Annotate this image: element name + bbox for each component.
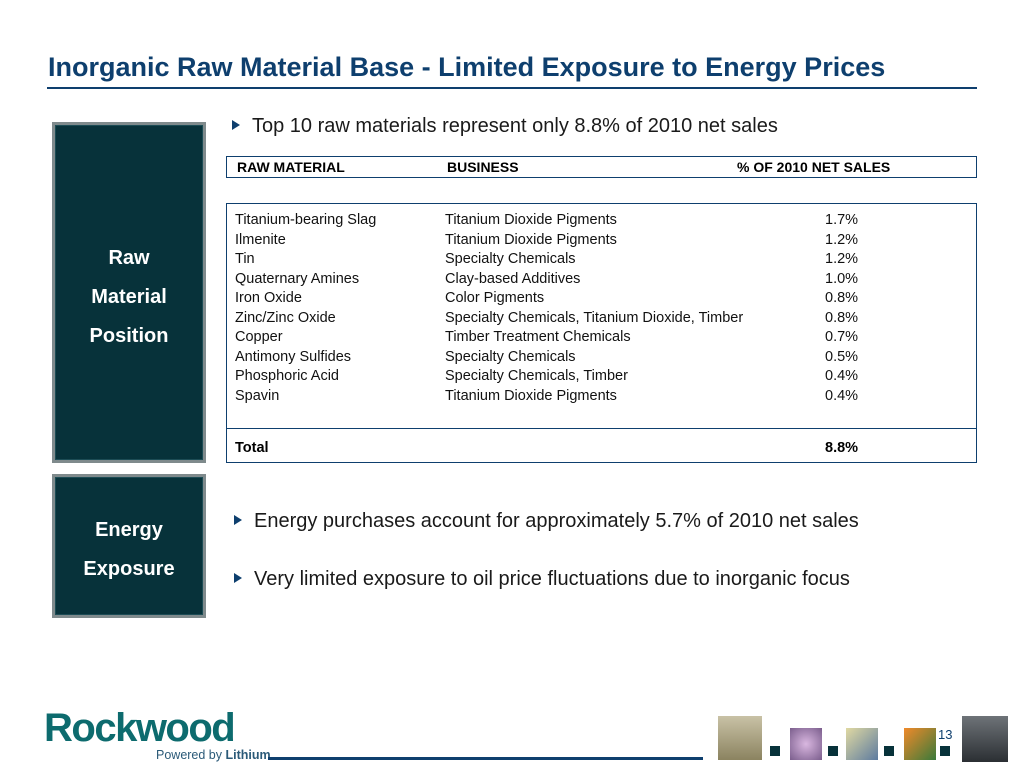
logo-tagline: Powered by Lithium: [156, 748, 271, 762]
table-row: Zinc/Zinc Oxide Specialty Chemicals, Tit…: [227, 310, 976, 330]
flask-image-icon: [718, 716, 762, 760]
cell-percent: 0.5%: [825, 348, 859, 365]
header-net-sales: % OF 2010 NET SALES: [737, 159, 891, 175]
footer-divider: [268, 757, 703, 760]
cell-business: Timber Treatment Chemicals: [445, 329, 631, 345]
table-row: Iron Oxide Color Pigments 0.8%: [227, 290, 976, 310]
bullet-arrow-icon: [234, 514, 242, 525]
raw-panel-line-1: Raw: [108, 247, 150, 269]
cell-business: Specialty Chemicals: [445, 348, 576, 365]
tagline-prefix: Powered by: [156, 748, 223, 762]
cell-percent: 1.2%: [825, 251, 859, 267]
square-bullet-icon: [828, 746, 838, 756]
cell-material: Phosphoric Acid: [235, 368, 339, 384]
bullet-oil-exposure: Very limited exposure to oil price fluct…: [234, 568, 850, 591]
cell-material: Zinc/Zinc Oxide: [235, 309, 336, 326]
bullet-top-raw-materials: Top 10 raw materials represent only 8.8%…: [232, 115, 778, 138]
tagline-brand: Lithium: [225, 748, 271, 762]
cell-material: Tin: [235, 251, 255, 267]
logo-wordmark: Rockwood: [44, 706, 236, 750]
energy-panel-line-2: Exposure: [83, 558, 175, 580]
bullet-text: Top 10 raw materials represent only 8.8%…: [252, 115, 778, 137]
square-bullet-icon: [884, 746, 894, 756]
bullet-arrow-icon: [232, 119, 240, 130]
table-header: RAW MATERIAL BUSINESS % OF 2010 NET SALE…: [226, 156, 977, 178]
cell-percent: 1.7%: [825, 212, 859, 228]
total-value: 8.8%: [825, 440, 859, 456]
table-row: Copper Timber Treatment Chemicals 0.7%: [227, 329, 976, 349]
cell-business: Specialty Chemicals, Titanium Dioxide, T…: [445, 309, 744, 326]
cell-percent: 1.0%: [825, 270, 859, 287]
cell-material: Antimony Sulfides: [235, 348, 352, 365]
cell-material: Titanium-bearing Slag: [235, 212, 377, 228]
pigment-balls-image-icon: [790, 728, 822, 760]
material-image-icon: [846, 728, 878, 760]
page-number: 13: [938, 727, 953, 742]
table-row: Spavin Titanium Dioxide Pigments 0.4%: [227, 388, 976, 408]
table-row: Phosphoric Acid Specialty Chemicals, Tim…: [227, 368, 976, 388]
cell-business: Specialty Chemicals, Timber: [445, 368, 628, 384]
cell-percent: 0.7%: [825, 329, 859, 345]
cell-business: Color Pigments: [445, 290, 545, 306]
cell-business: Specialty Chemicals: [445, 251, 576, 267]
raw-materials-table: Titanium-bearing Slag Titanium Dioxide P…: [226, 203, 977, 463]
energy-exposure-panel: Energy Exposure: [52, 474, 206, 618]
total-label: Total: [235, 440, 269, 456]
cell-material: Quaternary Amines: [235, 270, 360, 287]
cell-percent: 0.8%: [825, 290, 859, 306]
cell-material: Ilmenite: [235, 231, 286, 248]
raw-panel-line-2: Material: [91, 286, 167, 308]
cell-business: Titanium Dioxide Pigments: [445, 212, 617, 228]
cell-percent: 0.4%: [825, 387, 859, 404]
raw-material-position-panel: Raw Material Position: [52, 122, 206, 463]
table-row: Tin Specialty Chemicals 1.2%: [227, 251, 976, 271]
cell-percent: 1.2%: [825, 231, 859, 248]
square-bullet-icon: [940, 746, 950, 756]
rockwood-logo: Rockwood Powered by Lithium: [44, 706, 271, 770]
energy-panel-line-1: Energy: [95, 519, 163, 541]
bullet-text: Energy purchases account for approximate…: [254, 510, 859, 532]
table-row: Titanium-bearing Slag Titanium Dioxide P…: [227, 212, 976, 232]
cell-business: Titanium Dioxide Pigments: [445, 231, 617, 248]
table-row: Quaternary Amines Clay-based Additives 1…: [227, 271, 976, 291]
cell-material: Spavin: [235, 387, 280, 404]
colors-image-icon: [904, 728, 936, 760]
cell-material: Copper: [235, 329, 283, 345]
header-business: BUSINESS: [447, 159, 519, 175]
bullet-energy-purchases: Energy purchases account for approximate…: [234, 510, 859, 533]
cell-business: Clay-based Additives: [445, 270, 581, 287]
bullet-text: Very limited exposure to oil price fluct…: [254, 568, 850, 590]
bullet-arrow-icon: [234, 572, 242, 583]
cell-percent: 0.4%: [825, 368, 859, 384]
title-divider: [47, 87, 977, 89]
car-image-icon: [962, 716, 1008, 762]
raw-panel-line-3: Position: [89, 325, 169, 347]
total-divider: [227, 428, 976, 429]
cell-percent: 0.8%: [825, 309, 859, 326]
cell-business: Titanium Dioxide Pigments: [445, 387, 617, 404]
cell-material: Iron Oxide: [235, 290, 302, 306]
table-row: Ilmenite Titanium Dioxide Pigments 1.2%: [227, 232, 976, 252]
header-raw-material: RAW MATERIAL: [237, 159, 345, 175]
table-row: Antimony Sulfides Specialty Chemicals 0.…: [227, 349, 976, 369]
page-title: Inorganic Raw Material Base - Limited Ex…: [48, 52, 886, 82]
square-bullet-icon: [770, 746, 780, 756]
